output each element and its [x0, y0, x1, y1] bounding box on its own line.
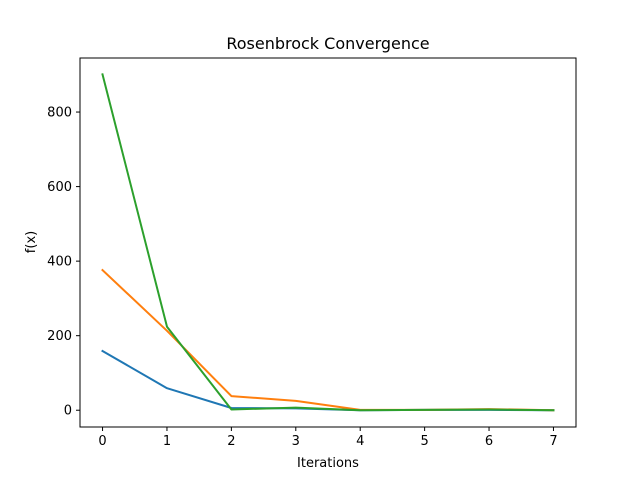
series-3	[101, 73, 555, 412]
series-layer	[101, 73, 555, 412]
x-tick-label: 4	[356, 434, 364, 449]
y-tick-label: 0	[64, 404, 72, 419]
x-tick-label: 1	[163, 434, 171, 449]
series-3-line	[101, 73, 555, 412]
y-tick-label: 200	[47, 329, 72, 344]
y-tick-label: 800	[47, 106, 72, 121]
x-axis-label: Iterations	[297, 456, 359, 471]
x-axis-ticks: 0 1 2 3 4 5 6 7	[98, 427, 558, 449]
x-tick-label: 5	[420, 434, 428, 449]
y-axis-ticks: 0 200 400 600 800	[47, 106, 80, 419]
y-axis-label: f(x)	[24, 231, 39, 253]
x-tick-label: 0	[98, 434, 106, 449]
x-tick-label: 7	[549, 434, 557, 449]
x-tick-label: 6	[485, 434, 493, 449]
plot-frame	[79, 57, 577, 428]
chart-title: Rosenbrock Convergence	[226, 34, 429, 53]
y-tick-label: 600	[47, 180, 72, 195]
x-tick-label: 2	[227, 434, 235, 449]
x-tick-label: 3	[292, 434, 300, 449]
y-tick-label: 400	[47, 255, 72, 270]
